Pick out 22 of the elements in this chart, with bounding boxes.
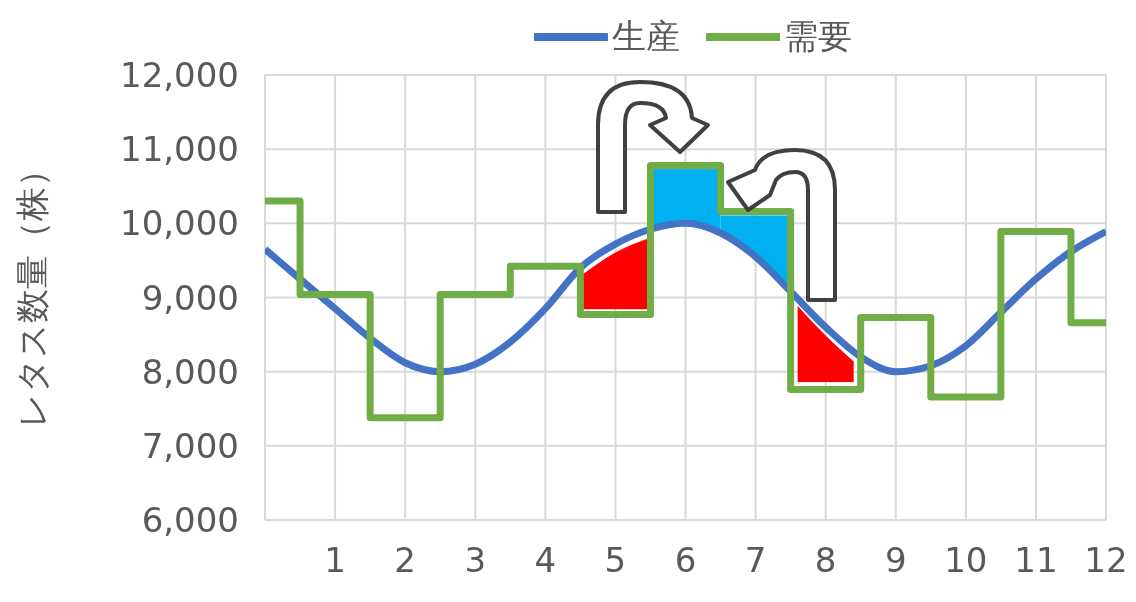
x-tick-label: 10: [944, 540, 988, 581]
legend-label: 生産: [612, 15, 680, 58]
legend-label: 需要: [784, 15, 852, 58]
x-tick-label: 7: [744, 540, 767, 581]
y-axis-title: レタス数量（株）: [12, 152, 53, 428]
y-tick-label: 7,000: [141, 425, 239, 466]
x-tick-label: 12: [1084, 540, 1128, 581]
y-tick-label: 8,000: [141, 351, 239, 392]
x-tick-label: 9: [884, 540, 907, 581]
x-tick-label: 11: [1014, 540, 1058, 581]
x-tick-label: 1: [324, 540, 346, 581]
y-tick-label: 6,000: [141, 500, 239, 541]
y-tick-label: 12,000: [120, 55, 239, 96]
x-tick-label: 3: [464, 540, 487, 581]
y-tick-label: 10,000: [120, 203, 239, 244]
y-tick-label: 11,000: [120, 129, 239, 170]
x-tick-label: 6: [674, 540, 697, 581]
y-tick-label: 9,000: [141, 277, 239, 318]
x-tick-label: 2: [394, 540, 416, 581]
x-tick-label: 8: [814, 540, 837, 581]
x-tick-label: 4: [534, 540, 557, 581]
x-tick-label: 5: [604, 540, 627, 581]
